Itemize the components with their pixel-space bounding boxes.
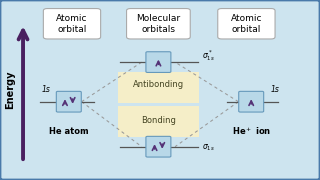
Text: Molecular
orbitals: Molecular orbitals xyxy=(136,14,180,34)
Text: $\sigma_{1s}$: $\sigma_{1s}$ xyxy=(202,142,214,153)
Text: Bonding: Bonding xyxy=(141,116,176,125)
Text: Atomic
orbital: Atomic orbital xyxy=(56,14,88,34)
FancyBboxPatch shape xyxy=(146,136,171,157)
FancyBboxPatch shape xyxy=(118,72,199,103)
FancyBboxPatch shape xyxy=(118,106,199,137)
FancyBboxPatch shape xyxy=(126,8,190,39)
Text: Energy: Energy xyxy=(5,71,16,109)
Text: Atomic
orbital: Atomic orbital xyxy=(231,14,262,34)
Text: 1s: 1s xyxy=(271,85,280,94)
FancyBboxPatch shape xyxy=(56,91,81,112)
FancyBboxPatch shape xyxy=(44,8,100,39)
Text: Antibonding: Antibonding xyxy=(133,80,184,89)
FancyBboxPatch shape xyxy=(239,91,264,112)
FancyBboxPatch shape xyxy=(218,8,275,39)
Text: He atom: He atom xyxy=(49,127,89,136)
Text: He$^+$ ion: He$^+$ ion xyxy=(232,126,271,137)
Text: $\sigma^*_{1s}$: $\sigma^*_{1s}$ xyxy=(202,48,214,63)
FancyBboxPatch shape xyxy=(146,52,171,72)
Text: 1s: 1s xyxy=(42,85,51,94)
